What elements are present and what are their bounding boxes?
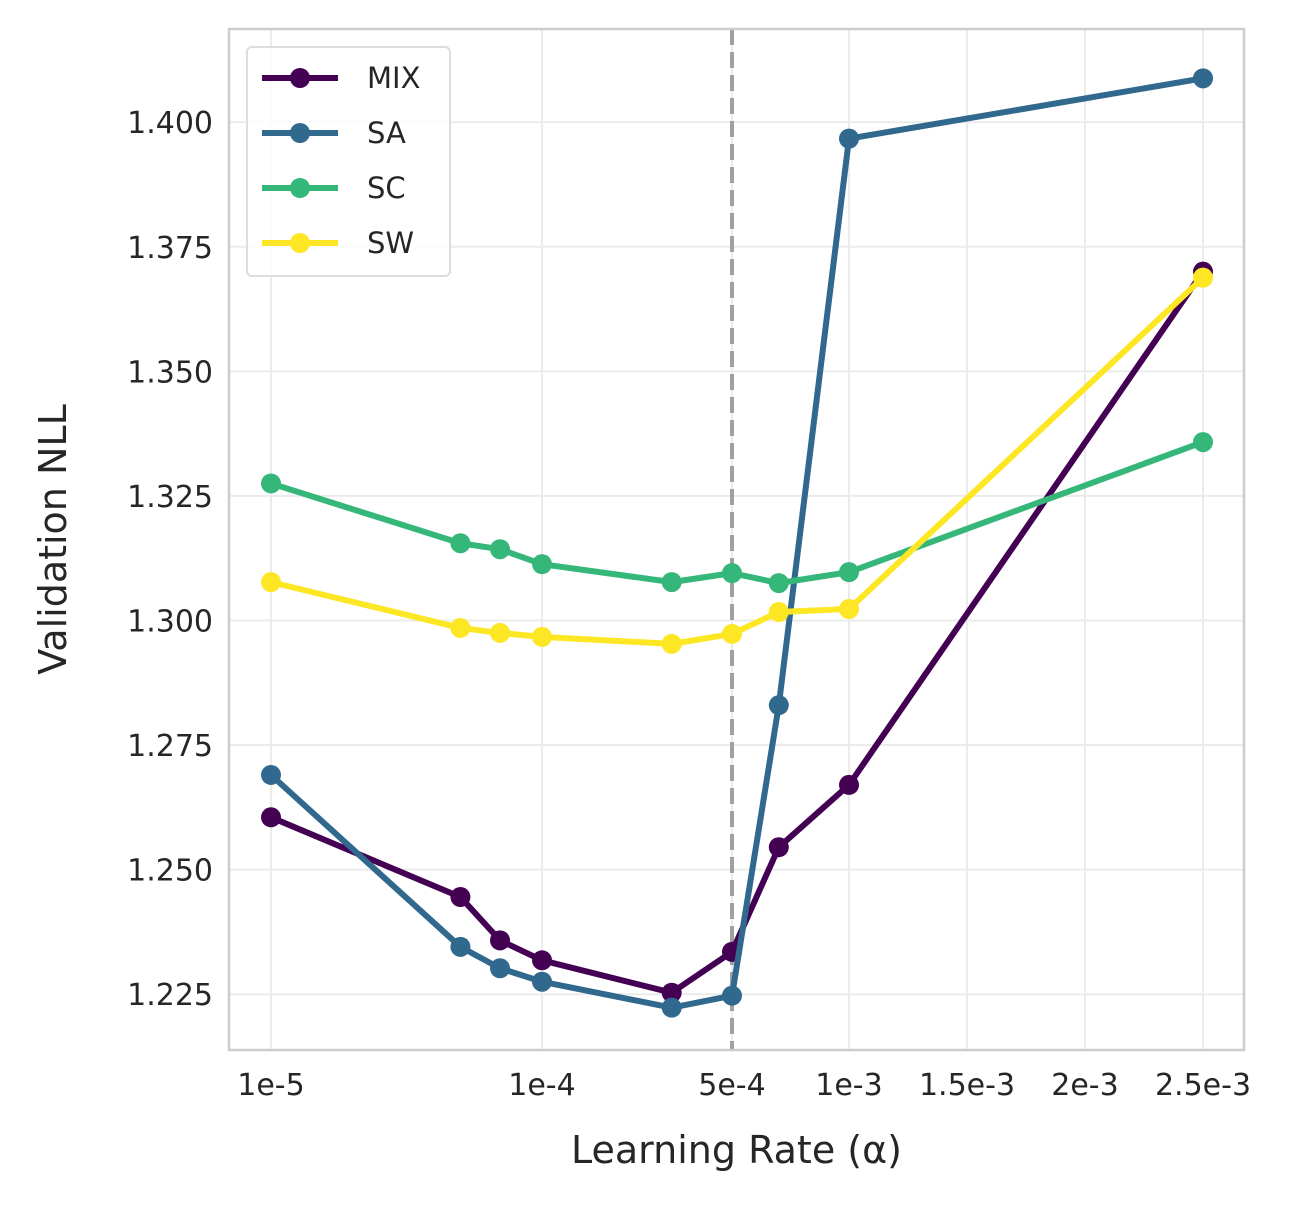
x-tick-label: 5e-4 [698, 1068, 765, 1103]
data-point-sw [532, 626, 552, 647]
data-point-sw [661, 633, 682, 654]
data-point-sa [261, 764, 281, 785]
series-sw [261, 267, 1213, 654]
data-point-sc [490, 539, 511, 560]
data-point-sa [768, 695, 789, 716]
x-axis-title: Learning Rate (α) [571, 1128, 902, 1172]
data-point-sw [768, 602, 789, 623]
y-tick-label: 1.300 [127, 604, 213, 639]
x-tick-label: 1.5e-3 [919, 1068, 1015, 1103]
x-tick-label: 1e-4 [508, 1068, 575, 1103]
x-tick-label: 1e-5 [237, 1068, 304, 1103]
data-point-sw [1193, 267, 1213, 288]
data-point-mix [261, 807, 281, 828]
y-tick-label: 1.225 [127, 978, 213, 1013]
legend-label: SW [367, 226, 414, 260]
data-point-mix [450, 887, 471, 908]
data-point-sa [722, 985, 742, 1006]
legend-marker [290, 123, 310, 143]
y-tick-label: 1.375 [127, 231, 213, 266]
data-point-sa [532, 971, 552, 992]
data-point-sa [1193, 68, 1213, 89]
data-point-sc [839, 562, 859, 583]
series-group [261, 68, 1213, 1018]
data-point-sc [1193, 432, 1213, 453]
legend-item-sc: SC [262, 171, 406, 205]
legend-item-sw: SW [262, 226, 414, 260]
y-tick-label: 1.325 [127, 480, 213, 515]
data-point-sw [490, 622, 511, 643]
data-point-sc [261, 473, 281, 494]
data-point-sc [722, 563, 742, 584]
legend-marker [290, 233, 310, 253]
data-point-sc [768, 573, 789, 594]
data-point-sw [722, 623, 742, 644]
legend-label: SA [367, 116, 406, 150]
data-point-mix [661, 982, 682, 1003]
x-tick-labels: 1e-5 1e-4 5e-4 1e-3 1.5e-3 2e-3 2.5e-3 [237, 1068, 1251, 1103]
legend-item-mix: MIX [262, 61, 420, 95]
legend-label: MIX [367, 61, 420, 95]
y-tick-label: 1.350 [127, 355, 213, 390]
data-point-sa [450, 936, 471, 957]
legend-marker [290, 178, 310, 198]
data-point-sw [261, 572, 281, 593]
y-tick-label: 1.250 [127, 854, 213, 889]
y-axis-title: Validation NLL [31, 404, 75, 675]
legend-box [246, 46, 451, 277]
series-sc [261, 432, 1213, 594]
y-tick-label: 1.400 [127, 106, 213, 141]
x-tick-label: 2e-3 [1051, 1068, 1118, 1103]
data-point-sw [839, 599, 859, 620]
data-point-mix [490, 930, 511, 951]
data-point-sw [450, 617, 471, 638]
x-tick-label: 2.5e-3 [1155, 1068, 1251, 1103]
legend: MIX SA SC SW [246, 46, 451, 277]
data-point-sa [661, 997, 682, 1018]
series-mix [261, 261, 1213, 1003]
data-point-mix [839, 774, 859, 795]
data-point-sa [490, 958, 511, 979]
data-point-mix [768, 837, 789, 858]
legend-item-sa: SA [262, 116, 406, 150]
data-point-sc [450, 533, 471, 554]
series-line-sw [268, 274, 1206, 647]
plot-frame [227, 27, 1246, 1052]
data-point-sc [532, 554, 552, 575]
series-sa [261, 68, 1213, 1018]
y-tick-labels: 1.225 1.250 1.275 1.300 1.325 1.350 1.375 1.400 [127, 106, 213, 1013]
data-point-sc [661, 572, 682, 593]
data-point-mix [532, 950, 552, 971]
x-tick-label: 1e-3 [815, 1068, 882, 1103]
legend-marker [290, 68, 310, 88]
y-tick-label: 1.275 [127, 729, 213, 764]
series-line-sc [268, 439, 1206, 587]
data-point-sa [839, 128, 859, 149]
grid [229, 29, 1244, 1050]
legend-label: SC [367, 171, 406, 205]
